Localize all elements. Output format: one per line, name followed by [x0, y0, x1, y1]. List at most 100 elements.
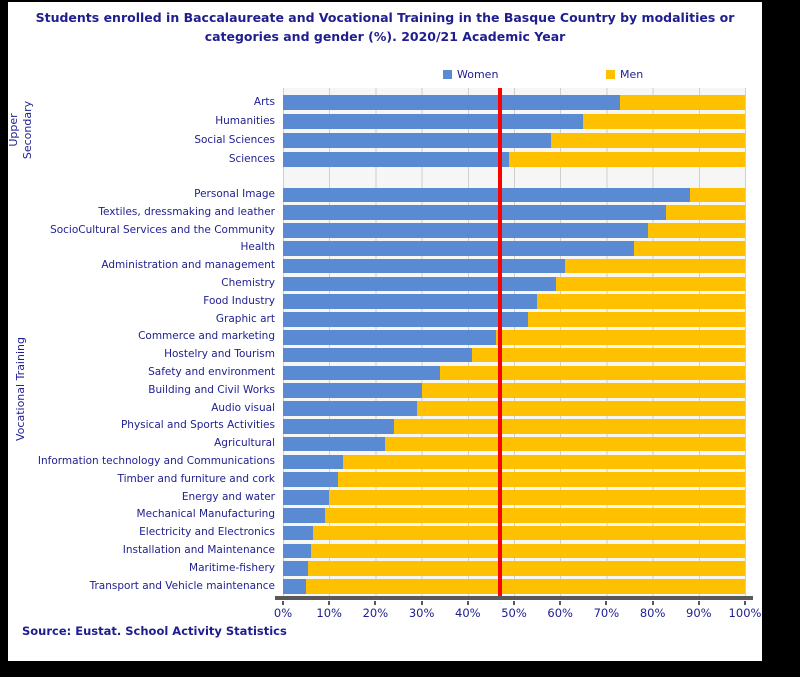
women-bar-segment [283, 543, 311, 559]
x-axis-tick-mark [513, 601, 515, 605]
category-label: Administration and management [101, 259, 275, 272]
category-label: Textiles, dressmaking and leather [98, 205, 275, 218]
bar-track [283, 133, 745, 148]
bar-track [283, 294, 745, 309]
x-axis-tick-mark [697, 601, 700, 605]
category-label: Safety and environment [148, 365, 275, 378]
table-row: Energy and water [8, 489, 745, 507]
men-bar-segment [313, 525, 745, 541]
category-label: Chemistry [221, 276, 275, 289]
bar-track [283, 95, 745, 110]
chart-canvas: Students enrolled in Baccalaureate and V… [7, 2, 762, 661]
men-bar-segment [338, 472, 745, 487]
table-row: Installation and Maintenance [8, 542, 745, 560]
table-row: Physical and Sports Activities [8, 417, 745, 435]
x-axis-tick-label: 70% [593, 606, 620, 620]
women-bar-segment [283, 561, 309, 576]
table-row: Mechanical Manufacturing [8, 506, 745, 524]
category-label: Personal Image [194, 188, 275, 200]
table-row: Food Industry [8, 293, 745, 311]
bar-track [283, 383, 745, 398]
x-axis-tick-label: 50% [501, 606, 527, 620]
table-row: Social Sciences [8, 131, 745, 150]
women-bar-segment [283, 187, 690, 203]
x-axis-tick-mark [744, 601, 746, 605]
table-row: Humanities [8, 112, 745, 131]
category-label: Sciences [228, 153, 275, 165]
women-bar-segment [283, 401, 417, 416]
legend-women-label: Women [457, 68, 499, 81]
bar-group-upper-secondary: Arts Humanities Social Sciences Sciences [8, 88, 745, 169]
title-line-2: categories and gender (%). 2020/21 Acade… [204, 28, 566, 44]
women-bar-segment [283, 240, 635, 256]
x-axis-tick-mark [420, 601, 423, 605]
bar-track [283, 114, 745, 129]
table-row: Administration and management [8, 257, 745, 275]
men-color-swatch [606, 70, 615, 79]
category-label: Transport and Vehicle maintenance [89, 579, 275, 592]
x-axis-tick-label: 10% [316, 606, 342, 620]
x-axis-tick-mark [374, 601, 377, 605]
category-label: Agricultural [214, 437, 275, 450]
men-bar-segment [306, 579, 745, 594]
x-axis-tick-label: 40% [455, 606, 481, 620]
bar-track [283, 401, 745, 416]
women-bar-segment [283, 507, 325, 523]
table-row: Maritime-fishery [8, 560, 745, 578]
table-row: Health [8, 239, 745, 257]
men-bar-segment [583, 114, 745, 129]
table-row: Commerce and marketing [8, 328, 745, 346]
category-label: Physical and Sports Activities [120, 419, 275, 432]
x-axis-tick-label: 100% [728, 606, 762, 620]
x-axis-tick-mark [651, 601, 654, 605]
x-axis-tick-label: 80% [639, 606, 666, 620]
women-bar-segment [283, 418, 394, 434]
bar-track [283, 240, 745, 256]
women-bar-segment [283, 95, 621, 110]
men-bar-segment [620, 95, 745, 110]
category-label: Building and Civil Works [148, 383, 275, 396]
men-bar-segment [555, 276, 745, 292]
x-axis-line [275, 596, 753, 600]
category-label: Commerce and marketing [138, 330, 275, 343]
men-bar-segment [324, 507, 745, 523]
men-bar-segment [647, 223, 745, 238]
category-label: SocioCultural Services and the Community [50, 223, 275, 236]
category-label: Hostelry and Tourism [164, 348, 275, 361]
men-bar-segment [343, 454, 745, 470]
legend-item-men: Men [606, 68, 643, 81]
table-row: Personal Image [8, 186, 745, 204]
men-bar-segment [416, 401, 745, 416]
bar-track [283, 312, 745, 327]
bar-track [283, 579, 745, 594]
category-label: Social Sciences [194, 134, 275, 146]
x-axis-tick-mark [605, 601, 608, 605]
men-bar-segment [384, 436, 745, 452]
women-bar-segment [283, 490, 330, 505]
title-line-1: Students enrolled in Baccalaureate and V… [35, 10, 735, 25]
bar-track [283, 454, 745, 470]
bar-track [283, 152, 745, 167]
category-label: Graphic art [215, 312, 275, 325]
men-bar-segment [329, 490, 745, 505]
bar-track [283, 490, 745, 505]
women-color-swatch [443, 70, 452, 79]
bar-track [283, 187, 745, 203]
source-note: Source: Eustat. School Activity Statisti… [22, 624, 287, 638]
legend-item-women: Women [443, 68, 498, 81]
table-row: Hostelry and Tourism [8, 346, 745, 364]
page-title: Students enrolled in Baccalaureate and V… [8, 9, 762, 47]
x-axis-tick-label: 90% [686, 606, 712, 620]
women-bar-segment [283, 365, 441, 381]
men-bar-segment [550, 133, 745, 148]
women-bar-segment [283, 454, 344, 470]
men-bar-segment [393, 418, 745, 434]
bar-track [283, 543, 745, 559]
bar-group-vocational-training: Personal Image Textiles, dressmaking and … [8, 186, 745, 595]
legend-men-label: Men [620, 68, 644, 81]
women-bar-segment [283, 472, 339, 487]
x-axis-tick-label: 60% [547, 606, 573, 620]
women-bar-segment [283, 329, 496, 345]
category-label: Electricity and Electronics [139, 526, 275, 539]
table-row: Timber and furniture and cork [8, 471, 745, 489]
